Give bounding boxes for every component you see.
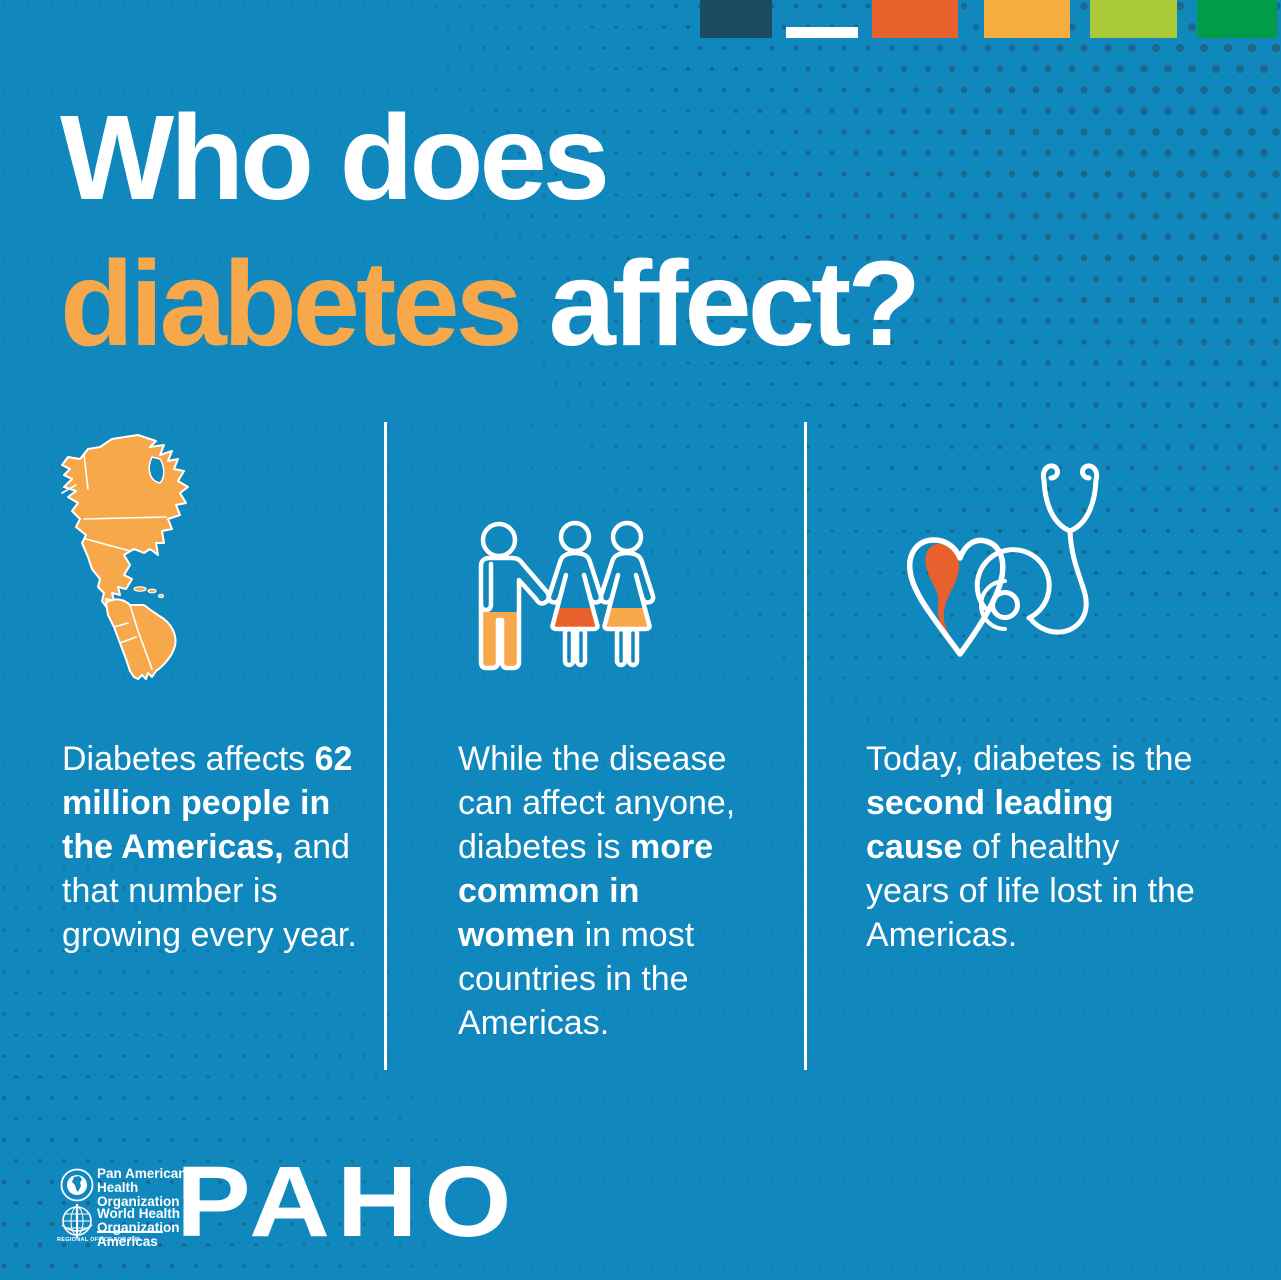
topbar-white-bar xyxy=(786,27,858,38)
topbar-navy-block xyxy=(700,0,772,38)
who-emblem-icon xyxy=(61,1204,93,1238)
regional-office-label: REGIONAL OFFICE FOR THE xyxy=(57,1237,141,1243)
family-icon xyxy=(478,520,656,671)
americas-label: Americas xyxy=(97,1234,158,1249)
americas-map-icon xyxy=(61,434,189,680)
heart-stethoscope-icon xyxy=(907,463,1100,657)
title-line-2: diabetes affect? xyxy=(60,230,922,376)
topbar-lime-block xyxy=(1090,0,1177,38)
column-2-text: While the disease can affect anyone, dia… xyxy=(458,740,736,1042)
page-title: Who does diabetes affect? xyxy=(60,84,922,376)
title-highlight: diabetes xyxy=(60,235,523,371)
title-line-2-rest: affect? xyxy=(518,235,922,371)
paho-org-name: Pan American Health Organization xyxy=(97,1166,187,1209)
title-line-1: Who does xyxy=(60,89,610,225)
paho-emblem-icon xyxy=(60,1168,94,1202)
column-divider-2 xyxy=(804,422,807,1070)
column-1-text: Diabetes affects 62 million people in th… xyxy=(62,740,357,954)
topbar-orange-block xyxy=(872,0,958,38)
topbar-green-block xyxy=(1197,0,1277,38)
column-3-text: Today, diabetes is the second leading ca… xyxy=(866,740,1195,954)
paho-wordmark: PAHO xyxy=(176,1146,519,1258)
column-divider-1 xyxy=(384,422,387,1070)
topbar-yellow-block xyxy=(984,0,1070,38)
who-org-name: World Health Organization xyxy=(97,1206,181,1235)
logo-divider-rule xyxy=(97,1231,163,1233)
